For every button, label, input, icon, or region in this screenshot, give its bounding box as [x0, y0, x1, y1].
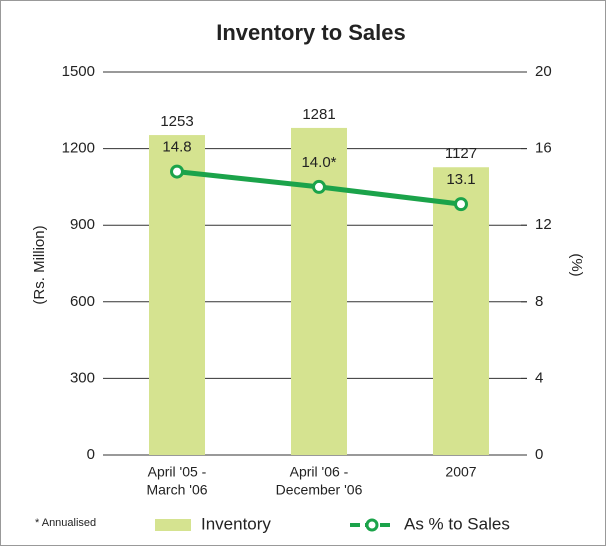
line-value-label: 14.8: [162, 139, 191, 156]
x-tick-label: December '06: [276, 482, 363, 498]
line-value-label: 13.1: [446, 171, 475, 188]
legend-label: As % to Sales: [404, 514, 510, 533]
y2-tick-label: 20: [535, 63, 552, 80]
x-tick-label: April '05 -: [148, 464, 207, 480]
line-value-label: 14.0*: [301, 154, 336, 171]
line-point: [454, 197, 468, 212]
bar: [291, 127, 347, 455]
x-tick-label: April '06 -: [290, 464, 349, 480]
x-tick-label: March '06: [146, 482, 207, 498]
bar-value-label: 1253: [160, 113, 193, 130]
y-tick-label: 0: [87, 446, 95, 463]
x-tick-label: 2007: [445, 464, 476, 480]
line-point: [312, 179, 326, 194]
y-tick-label: 300: [70, 369, 95, 386]
y2-tick-label: 16: [535, 140, 552, 157]
y2-axis-label: (%): [568, 253, 585, 276]
y2-tick-label: 4: [535, 369, 543, 386]
footnote: * Annualised: [35, 517, 96, 529]
bar-value-label: 1281: [302, 106, 335, 123]
y2-tick-label: 12: [535, 216, 552, 233]
bar: [433, 167, 489, 456]
legend-label: Inventory: [201, 514, 271, 533]
bar-value-label: 1127: [445, 145, 477, 162]
y-axis-label: (Rs. Million): [31, 225, 48, 304]
legend-swatch: [155, 519, 191, 531]
legend-marker: [365, 518, 379, 532]
y2-tick-label: 8: [535, 293, 543, 310]
y-tick-label: 1200: [62, 140, 95, 157]
y2-tick-label: 0: [535, 446, 543, 463]
bar: [149, 135, 205, 456]
line-point: [170, 164, 184, 179]
y-tick-label: 600: [70, 293, 95, 310]
chart-title: Inventory to Sales: [216, 20, 406, 45]
y-tick-label: 900: [70, 216, 95, 233]
y-tick-label: 1500: [62, 63, 95, 80]
